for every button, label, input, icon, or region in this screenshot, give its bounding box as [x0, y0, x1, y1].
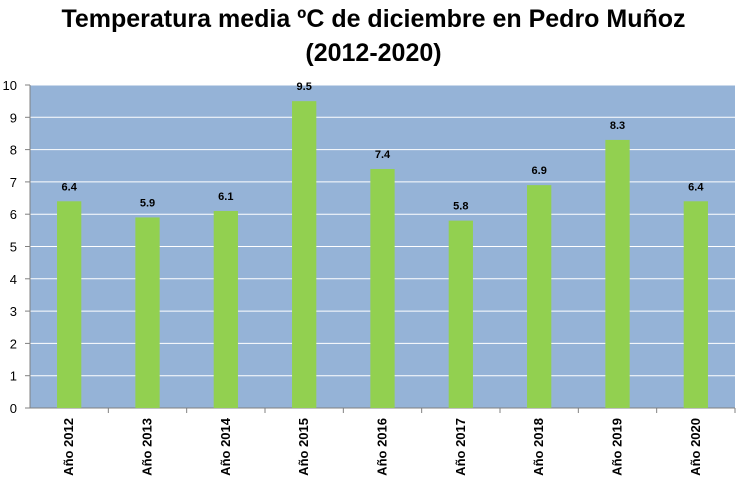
data-label: 8.3 [610, 120, 625, 132]
x-tick-label: Año 2015 [296, 418, 311, 476]
x-tick-label: Año 2012 [61, 418, 76, 476]
y-tick-label: 7 [10, 175, 17, 190]
x-tick-label: Año 2017 [453, 418, 468, 476]
x-tick-label: Año 2019 [610, 418, 625, 476]
data-label: 5.8 [453, 201, 468, 213]
bar [448, 220, 473, 408]
y-tick-label: 1 [10, 369, 17, 384]
y-tick-label: 10 [3, 78, 17, 93]
data-label: 6.9 [532, 165, 547, 177]
bar [292, 101, 317, 409]
y-tick-label: 3 [10, 304, 17, 319]
y-tick-label: 2 [10, 336, 17, 351]
y-tick-label: 5 [10, 240, 17, 255]
y-tick-label: 0 [10, 401, 17, 416]
data-label: 6.1 [218, 191, 233, 203]
chart-title: Temperatura media ºC de diciembre en Ped… [61, 5, 686, 33]
bar [527, 185, 552, 408]
y-tick-label: 8 [10, 143, 17, 158]
data-label: 5.9 [140, 197, 155, 209]
chart-subtitle: (2012-2020) [305, 39, 442, 67]
bar [213, 210, 238, 408]
y-tick-label: 9 [10, 110, 17, 125]
x-tick-label: Año 2014 [218, 417, 233, 476]
data-label: 7.4 [375, 149, 391, 161]
bar [57, 201, 82, 408]
y-tick-label: 6 [10, 207, 17, 222]
data-label: 6.4 [688, 181, 704, 193]
data-label: 9.5 [297, 81, 312, 93]
x-tick-label: Año 2016 [375, 418, 390, 476]
bar [370, 168, 395, 408]
data-label: 6.4 [62, 181, 78, 193]
bar [135, 217, 160, 408]
x-tick-label: Año 2018 [531, 418, 546, 476]
x-tick-label: Año 2020 [688, 418, 703, 476]
bar [605, 139, 630, 408]
bar [683, 201, 708, 408]
y-tick-label: 4 [10, 272, 17, 287]
x-tick-label: Año 2013 [140, 418, 155, 476]
